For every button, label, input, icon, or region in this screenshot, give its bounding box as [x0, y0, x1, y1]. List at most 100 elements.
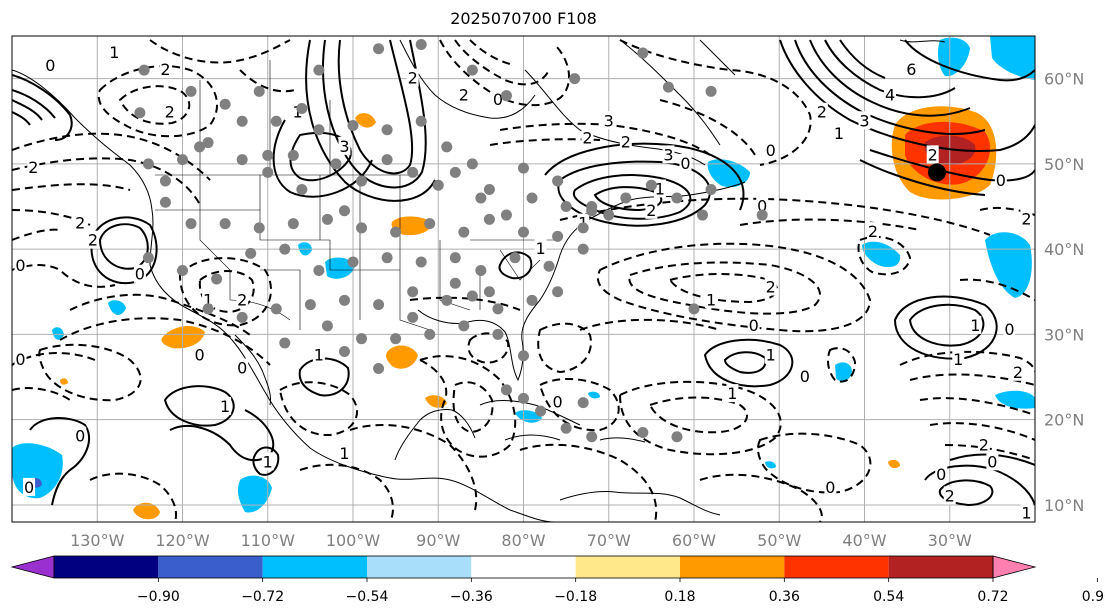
contour-label-bg	[491, 89, 504, 108]
station-point	[347, 256, 359, 268]
contour-label: 0	[75, 427, 85, 446]
contour-label: 1	[953, 350, 963, 369]
contour-label: 0	[800, 367, 810, 386]
contour-label: 0	[825, 478, 835, 497]
station-point	[356, 175, 368, 187]
colorbar: −0.90 −0.72 −0.54 −0.36 −0.18 0.18 0.36 0.54 0.7…	[10, 555, 1105, 605]
contour-label: 0	[1004, 320, 1014, 339]
lat-tick-label: 40°N	[1044, 240, 1084, 259]
station-point	[603, 209, 615, 221]
contour-label: 2	[160, 60, 170, 79]
contour-label-bg	[406, 68, 419, 87]
contour-label-bg	[23, 477, 36, 496]
contour-label: 2	[88, 231, 98, 250]
colorbar-segment	[262, 556, 367, 578]
contour-label: 3	[339, 137, 349, 156]
contour-label: 2	[928, 145, 938, 164]
station-point	[373, 43, 385, 55]
contour-label-bg	[86, 230, 99, 249]
contour-label-bg	[756, 196, 769, 215]
station-point	[347, 120, 359, 132]
contour-label: 1	[314, 346, 324, 365]
colorbar-extend-high	[992, 555, 1037, 579]
station-point	[253, 222, 265, 234]
contour-label: 2	[621, 133, 631, 152]
station-point	[313, 124, 325, 136]
storm-markers	[927, 163, 946, 182]
station-point	[526, 192, 538, 204]
contour-label: 2	[1021, 209, 1031, 228]
contour-label-bg	[74, 213, 87, 232]
station-point	[390, 333, 402, 345]
state-borders	[155, 60, 560, 331]
station-point	[202, 137, 214, 149]
station-point	[483, 213, 495, 225]
colorbar-tick-label: −0.90	[137, 589, 180, 605]
station-point	[518, 226, 529, 238]
lat-tick-label: 20°N	[1044, 411, 1084, 430]
station-point	[586, 205, 598, 217]
station-point	[142, 158, 154, 170]
contour-label: 0	[237, 359, 247, 378]
contour-label-bg	[534, 239, 547, 258]
station-point	[134, 107, 146, 119]
contour-label: 2	[237, 290, 247, 309]
colorbar-tick-label: 0.54	[873, 589, 904, 605]
station-point	[304, 299, 316, 311]
station-point	[338, 205, 350, 217]
contour-label-bg	[824, 477, 837, 496]
longitude-tick-labels: 130°W 120°W 110°W 100°W 90°W 80°W 70°W 60°W 50°W…	[70, 531, 972, 550]
contour-label-bg	[726, 384, 739, 403]
contour-label: 0	[135, 265, 145, 284]
contour-label: 1	[1021, 503, 1031, 522]
station-point	[296, 183, 308, 195]
contour-label-bg	[867, 222, 880, 241]
station-point	[671, 431, 683, 443]
station-point	[270, 115, 282, 127]
lon-tick-label: 40°W	[842, 531, 886, 550]
station-point	[262, 166, 274, 178]
station-point	[424, 328, 436, 340]
colorbar-segment	[367, 556, 472, 578]
contour-label-bg	[261, 452, 274, 471]
contour-label-bg	[935, 465, 948, 484]
contour-label: 0	[757, 197, 767, 216]
colorbar-segment	[888, 556, 993, 578]
contour-label: 2	[979, 435, 989, 454]
contour-label-bg	[619, 132, 632, 151]
contour-label-bg	[163, 102, 176, 121]
station-point	[279, 243, 291, 255]
station-point	[466, 290, 478, 302]
colorbar-segment	[784, 556, 889, 578]
contour-label: 1	[339, 444, 349, 463]
colorbar-tick-label: −0.36	[450, 589, 493, 605]
station-point	[662, 81, 674, 93]
contour-label: 1	[727, 384, 737, 403]
lon-tick-label: 120°W	[155, 531, 210, 550]
contour-label-bg	[1011, 362, 1024, 381]
contour-label: 1	[203, 290, 213, 309]
station-point	[279, 337, 291, 349]
contour-label-bg	[977, 435, 990, 454]
station-point	[185, 218, 197, 230]
lon-tick-label: 30°W	[928, 531, 972, 550]
contour-label-bg	[219, 396, 232, 415]
contour-label: 1	[292, 103, 302, 122]
station-point	[381, 154, 393, 166]
station-point	[697, 209, 709, 221]
contour-label: 6	[906, 60, 916, 79]
lon-tick-label: 90°W	[416, 531, 460, 550]
station-point	[287, 218, 299, 230]
contour-label: 1	[766, 346, 776, 365]
contour-label-bg	[705, 290, 718, 309]
contour-label-bg	[943, 486, 956, 505]
contour-label: 1	[220, 397, 230, 416]
station-point	[526, 294, 538, 306]
contour-label: 1	[263, 452, 273, 471]
station-point	[236, 311, 248, 323]
contour-label-bg	[764, 345, 777, 364]
contour-label-bg	[747, 315, 760, 334]
station-point	[159, 196, 171, 208]
colorbar-tick-label: −0.72	[241, 589, 284, 605]
station-point	[390, 226, 402, 238]
